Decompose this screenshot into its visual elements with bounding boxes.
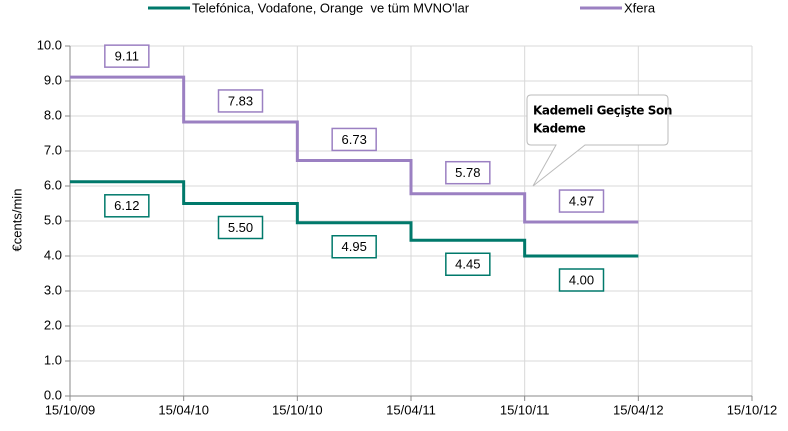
x-tick-label: 15/10/12 [727, 402, 778, 417]
x-tick-label: 15/04/12 [613, 402, 664, 417]
y-axis-label: €cents/min [9, 189, 24, 252]
value-label: 4.45 [455, 257, 480, 272]
callout-bubble [526, 94, 669, 187]
x-tick-label: 15/10/09 [45, 402, 96, 417]
value-label-box [331, 127, 377, 152]
value-label-box [104, 194, 150, 218]
y-tick-label: 0.0 [44, 387, 62, 402]
y-tick-label: 8.0 [44, 107, 62, 122]
y-tick-label: 7.0 [44, 142, 62, 157]
value-label: 4.95 [342, 239, 367, 254]
value-label-box [217, 89, 264, 113]
value-label: 5.50 [228, 220, 253, 235]
y-tick-label: 5.0 [44, 212, 62, 227]
legend-label: Xfera [624, 0, 656, 15]
x-tick-label: 15/04/11 [386, 402, 436, 417]
y-tick-label: 4.0 [44, 247, 62, 262]
callout-text: Kademeli Geçişte Son [533, 104, 672, 118]
y-tick-label: 2.0 [44, 317, 62, 332]
series-line [70, 75, 639, 224]
value-label-box [558, 189, 605, 213]
x-tick-label: 15/10/11 [500, 402, 550, 417]
x-tick-label: 15/04/10 [158, 402, 209, 417]
legend-label: Telefónica, Vodafone, Orange ve tüm MVNO… [192, 0, 470, 15]
y-tick-label: 3.0 [44, 282, 62, 297]
value-label-box [104, 44, 150, 68]
y-tick-label: 6.0 [44, 177, 62, 192]
value-label: 4.97 [569, 193, 594, 208]
y-tick-label: 9.0 [44, 72, 62, 87]
value-label: 6.12 [114, 198, 139, 213]
value-label: 4.00 [569, 272, 594, 287]
x-tick-label: 15/10/10 [272, 402, 323, 417]
value-label: 6.73 [342, 132, 367, 147]
callout-text: Kademe [533, 122, 586, 136]
value-label-box [558, 268, 605, 292]
value-label-box [445, 160, 491, 185]
series-line [70, 180, 639, 258]
value-label: 9.11 [115, 49, 139, 64]
value-label-box [331, 235, 377, 259]
y-tick-label: 1.0 [44, 352, 62, 367]
y-tick-label: 10.0 [37, 37, 62, 52]
value-label: 7.83 [228, 93, 253, 108]
value-label-box [445, 252, 491, 276]
value-label: 5.78 [455, 165, 480, 180]
value-label-box [217, 215, 264, 240]
